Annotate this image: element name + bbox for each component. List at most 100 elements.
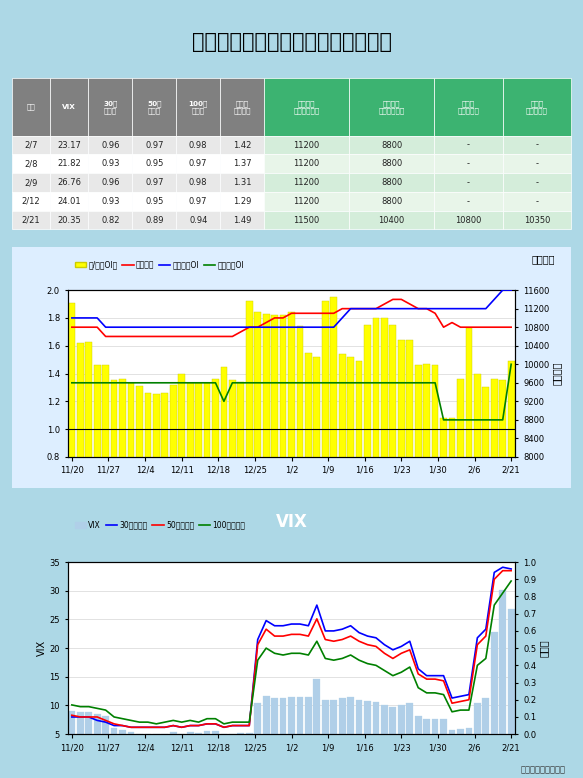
Bar (499, 380, 506, 568)
Bar (434, 211, 503, 230)
Text: 0.97: 0.97 (145, 178, 164, 187)
Text: 0.97: 0.97 (189, 159, 208, 168)
Text: 20.35: 20.35 (57, 216, 81, 225)
Bar (466, 727, 472, 763)
Bar (145, 393, 151, 568)
Text: 選擇權波動率指數與賣買權未平倉比: 選擇權波動率指數與賣買權未平倉比 (191, 32, 392, 52)
Text: 24.01: 24.01 (58, 197, 81, 206)
Text: 1.49: 1.49 (233, 216, 251, 225)
Bar (12, 192, 50, 211)
Bar (102, 365, 109, 568)
Text: -: - (467, 197, 470, 206)
Bar (102, 716, 109, 763)
Bar (434, 135, 503, 155)
Bar (220, 79, 264, 135)
Text: 11200: 11200 (293, 197, 319, 206)
Bar (271, 315, 278, 568)
Text: 2/21: 2/21 (22, 216, 40, 225)
Text: 賣權最大
未平倉履約價: 賣權最大 未平倉履約價 (378, 100, 405, 114)
Bar (457, 379, 464, 568)
Bar (474, 703, 481, 763)
Bar (85, 712, 92, 763)
Bar (288, 312, 295, 568)
Bar (12, 211, 50, 230)
Bar (415, 365, 422, 568)
Bar (176, 192, 220, 211)
Bar (50, 79, 89, 135)
Text: 0.97: 0.97 (145, 141, 164, 149)
Bar (364, 701, 371, 763)
Bar (381, 705, 388, 763)
Bar (246, 733, 252, 763)
Y-axis label: 百分位: 百分位 (539, 640, 549, 657)
Bar (50, 155, 89, 173)
Bar (264, 192, 349, 211)
Bar (373, 318, 380, 568)
Text: 0.96: 0.96 (101, 141, 120, 149)
Text: 50日
百分位: 50日 百分位 (147, 100, 161, 114)
Bar (212, 379, 219, 568)
Text: 0.95: 0.95 (145, 197, 163, 206)
Bar (132, 135, 176, 155)
Bar (331, 297, 337, 568)
Text: 0.97: 0.97 (189, 197, 208, 206)
Bar (423, 364, 430, 568)
Bar (423, 719, 430, 763)
Text: 11200: 11200 (293, 178, 319, 187)
Bar (432, 719, 438, 763)
Bar (356, 361, 363, 568)
Text: 11200: 11200 (293, 159, 319, 168)
Bar (349, 173, 434, 192)
Bar (89, 192, 132, 211)
Text: -: - (536, 141, 539, 149)
Bar (50, 192, 89, 211)
Bar (305, 697, 312, 763)
Text: 統一期貨研究科製作: 統一期貨研究科製作 (521, 765, 566, 774)
Bar (220, 734, 227, 763)
Bar (508, 609, 515, 763)
Text: 8800: 8800 (381, 178, 402, 187)
Bar (349, 79, 434, 135)
Bar (132, 192, 176, 211)
Bar (406, 703, 413, 763)
Bar (119, 379, 126, 568)
Text: 週買權
最大履約價: 週買權 最大履約價 (458, 100, 479, 114)
Text: 8800: 8800 (381, 159, 402, 168)
Bar (178, 373, 185, 568)
Bar (264, 135, 349, 155)
Legend: VIX, 30日百分位, 50日百分位, 100日百分位: VIX, 30日百分位, 50日百分位, 100日百分位 (72, 517, 248, 533)
Bar (503, 211, 571, 230)
Bar (440, 719, 447, 763)
Bar (77, 343, 84, 568)
Bar (229, 734, 236, 763)
Bar (254, 703, 261, 763)
Bar (406, 340, 413, 568)
Bar (132, 79, 176, 135)
Text: VIX: VIX (62, 104, 76, 110)
Bar (503, 155, 571, 173)
Bar (339, 354, 346, 568)
Bar (474, 373, 481, 568)
Bar (482, 699, 489, 763)
Bar (349, 211, 434, 230)
Bar (305, 352, 312, 568)
Text: 2/8: 2/8 (24, 159, 38, 168)
Bar (237, 733, 244, 763)
Bar (280, 315, 286, 568)
Bar (111, 728, 117, 763)
Text: -: - (467, 159, 470, 168)
Bar (503, 192, 571, 211)
Bar (153, 394, 160, 568)
Bar (132, 155, 176, 173)
Bar (89, 173, 132, 192)
Bar (440, 418, 447, 568)
Bar (161, 393, 168, 568)
Bar (178, 734, 185, 763)
Y-axis label: 加權指數: 加權指數 (552, 362, 562, 385)
Bar (264, 173, 349, 192)
Bar (220, 192, 264, 211)
Bar (195, 733, 202, 763)
Text: 週賣權
最大履約價: 週賣權 最大履約價 (526, 100, 548, 114)
Bar (229, 380, 236, 568)
Bar (322, 699, 329, 763)
